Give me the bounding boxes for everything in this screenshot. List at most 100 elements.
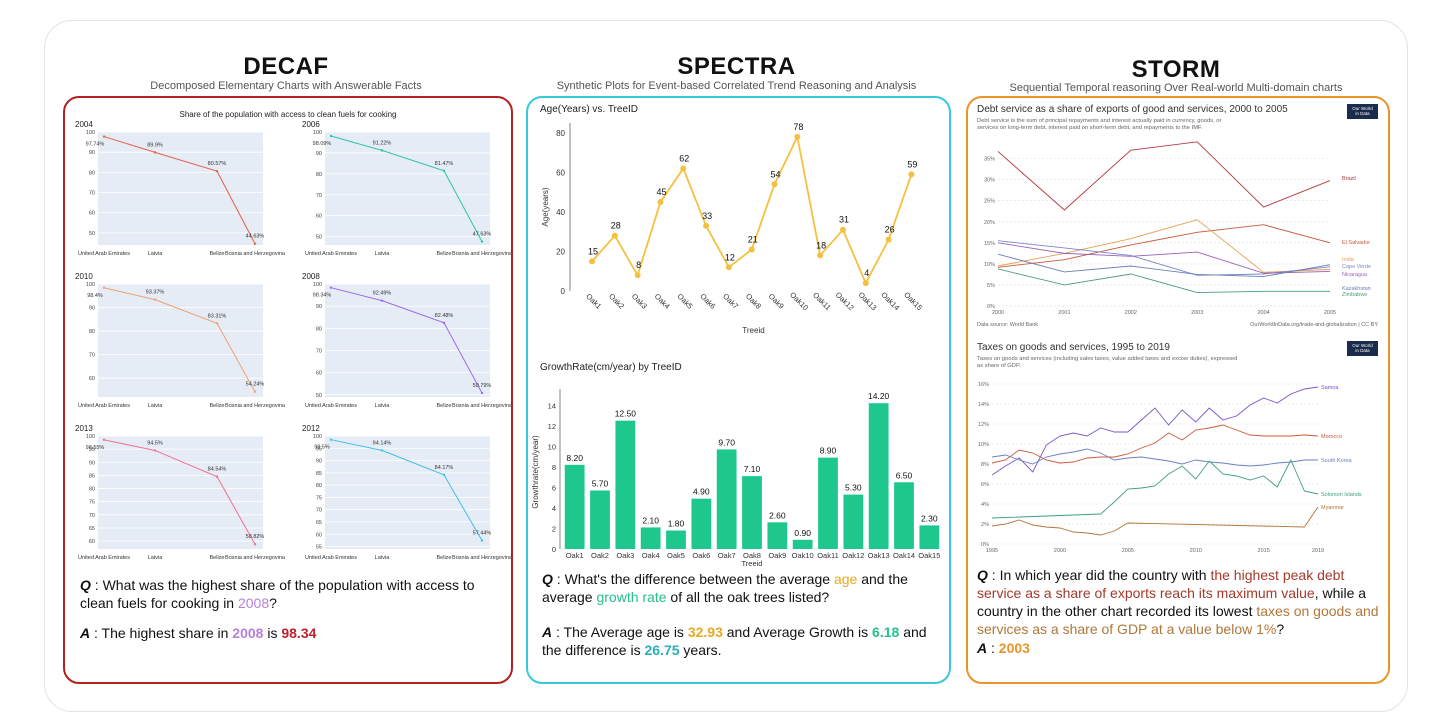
q-year: 2008 (237, 595, 270, 611)
decaf-value-label: 97.74% (86, 142, 105, 148)
storm-debt-ytick: 25% (984, 199, 995, 205)
decaf-point (380, 299, 384, 302)
storm-debt-xtick: 2005 (1324, 310, 1336, 316)
spectra-age-point (589, 258, 595, 265)
decaf-ytick: 65 (89, 526, 95, 532)
q-1: What's the difference between the averag… (564, 571, 831, 587)
storm-debt-ytick: 10% (984, 262, 995, 268)
storm-taxes-line (991, 386, 1319, 476)
storm-question: Q : In which year did the country with t… (977, 567, 1379, 637)
spectra-age-data-label: 78 (793, 122, 803, 132)
storm-answer: A : 2003 (977, 639, 1382, 657)
decaf-panel: Share of the population with access to c… (63, 96, 513, 684)
decaf-xtick: Latvia (375, 555, 391, 561)
decaf-year-label: 2004 (75, 120, 93, 129)
decaf-ytick: 95 (316, 446, 322, 452)
spectra-growth-xtick: Oak6 (692, 551, 710, 560)
spectra-age-data-label: 33 (702, 211, 712, 221)
storm-taxes-ytick: 16% (978, 382, 989, 388)
a-3: and the difference is (542, 624, 927, 658)
spectra-growth-data-label: 6.50 (896, 470, 913, 480)
storm-debt-subtitle: Debt service is the sum of principal rep… (977, 118, 1222, 124)
decaf-value-label: 92.49% (373, 291, 392, 297)
storm-debt-line (997, 268, 1330, 293)
spectra-age-point (748, 246, 755, 253)
decaf-xtick: Latvia (375, 251, 391, 257)
storm-taxes-legend-label: Samoa (1321, 385, 1339, 391)
storm-taxes-subtitle: Taxes on goods and services (including s… (977, 356, 1237, 362)
spectra-growth-xtick: Oak13 (868, 551, 890, 560)
spectra-growth-bar (640, 527, 661, 549)
decaf-xtick: United Arab Emirates (305, 251, 357, 257)
spectra-age-xlabel: Treeid (742, 326, 764, 335)
storm-debt-ytick: 20% (984, 220, 995, 226)
q-label: Q (80, 577, 91, 593)
spectra-age-point (862, 280, 869, 287)
storm-taxes-line (991, 506, 1319, 536)
decaf-ytick: 80 (316, 326, 322, 332)
decaf-charts: Share of the population with access to c… (75, 110, 511, 561)
q-gr: growth rate (596, 589, 667, 605)
decaf-ytick: 60 (316, 214, 322, 220)
spectra-age-ytick: 40 (556, 208, 565, 217)
spectra-age-point (611, 232, 618, 239)
decaf-ytick: 85 (89, 473, 95, 479)
decaf-year-label: 2010 (75, 272, 93, 281)
spectra-age-xtick: Oak12 (834, 290, 856, 312)
spectra-growth-ytick: 2 (552, 524, 556, 533)
decaf-ytick: 95 (89, 447, 95, 453)
spectra-title: SPECTRA (677, 53, 796, 80)
q-label: Q (977, 567, 988, 583)
decaf-point (480, 391, 484, 395)
storm-debt-source: Data source: World Bank (977, 322, 1038, 328)
spectra-growth-data-label: 4.90 (693, 487, 710, 497)
decaf-point (329, 134, 333, 138)
spectra-age-title: Age(Years) vs. TreeID (540, 104, 638, 115)
decaf-point (102, 438, 106, 442)
spectra-age-point (657, 199, 664, 206)
spectra-growth-xtick: Oak2 (591, 551, 609, 560)
decaf-xtick: Belize (437, 403, 452, 409)
storm-debt-xtick: 2003 (1191, 310, 1203, 316)
spectra-growth-bar (792, 539, 813, 549)
decaf-ytick: 100 (86, 282, 95, 288)
decaf-ytick: 90 (316, 459, 322, 465)
spectra-growth-bar (742, 476, 762, 549)
spectra-age-xtick: Oak14 (879, 290, 901, 312)
decaf-value-label: 98.4% (87, 293, 103, 299)
a-sep: : (991, 640, 995, 656)
storm-debt-legend-label: Nicaragua (1342, 272, 1368, 278)
storm-taxes-ytick: 12% (978, 422, 989, 428)
spectra-growth-xtick: Oak14 (893, 551, 915, 560)
spectra-growth-ytick: 10 (548, 442, 556, 451)
q-age: age (833, 571, 858, 587)
decaf-point (153, 449, 157, 452)
spectra-growth-data-label: 12.50 (615, 409, 637, 419)
spectra-subtitle: Synthetic Plots for Event-based Correlat… (556, 80, 917, 92)
storm-taxes-subtitle: as share of GDP. (977, 363, 1021, 369)
storm-subtitle: Sequential Temporal reasoning Over Real-… (1009, 82, 1343, 94)
owid-logo (1347, 341, 1378, 356)
decaf-value-label: 81.47% (435, 161, 454, 167)
q-2: , while a country in the other chart rec… (977, 585, 1367, 619)
q-label: Q (542, 571, 553, 587)
spectra-growth-bar (767, 522, 788, 549)
decaf-xtick: Belize (210, 555, 225, 561)
storm-debt-legend-label: Kazakhstan (1342, 286, 1371, 292)
a-year: 2008 (232, 625, 264, 641)
spectra-growth-ytick: 0 (552, 545, 556, 554)
decaf-xtick: Latvia (148, 251, 164, 257)
decaf-value-label: 94.14% (373, 440, 392, 446)
spectra-growth-bar (919, 525, 940, 549)
decaf-value-label: 83.31% (208, 313, 227, 319)
decaf-ytick: 70 (316, 193, 322, 199)
spectra-growth-xtick: Oak5 (667, 551, 685, 560)
decaf-xtick: United Arab Emirates (305, 403, 357, 409)
decaf-xtick: United Arab Emirates (78, 251, 130, 257)
storm-debt-credit: OurWorldInData.org/trade-and-globalizati… (1250, 322, 1378, 328)
spectra-age-data-label: 26 (885, 225, 895, 235)
decaf-ytick: 100 (313, 434, 322, 440)
decaf-year-label: 2006 (302, 120, 320, 129)
decaf-ytick: 70 (316, 508, 322, 514)
decaf-point (253, 242, 257, 245)
